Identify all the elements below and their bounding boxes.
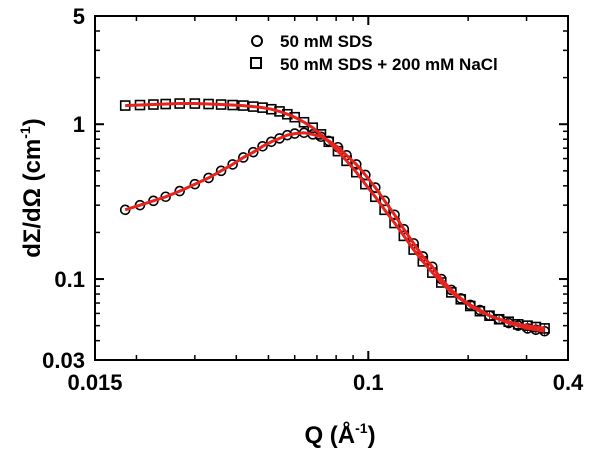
y-tick-label: 5 [73,4,85,29]
data-point-square [282,108,293,120]
data-point-circle [238,152,249,163]
y-tick-label: 0.1 [54,267,85,292]
legend-label-sds: 50 mM SDS [280,32,373,51]
legend-label-sds-nacl: 50 mM SDS + 200 mM NaCl [280,55,498,74]
data-point-square [323,136,335,148]
data-point-square [360,178,371,190]
x-axis-label: Q (Å-1) [304,420,375,449]
x-tick-label: 0.1 [353,370,384,395]
axes: 0.015 0.1 0.4 0.03 0.1 1 5 [42,4,584,395]
legend: 50 mM SDS 50 mM SDS + 200 mM NaCl [250,32,498,74]
y-tick-label: 0.03 [42,348,85,373]
x-tick-label: 0.015 [67,370,122,395]
fit-curve-sds [124,131,545,333]
y-tick-label: 1 [73,112,85,137]
data-point-square [455,293,467,305]
fit-curve-sds-nacl [125,102,545,330]
data-point-square [370,191,381,203]
data-point-circle [257,141,268,152]
data-point-circle [189,178,201,190]
data-point-square [307,122,319,133]
data-point-circle [174,185,185,197]
plot-area [119,98,550,337]
legend-marker-circle [251,35,263,47]
plot-frame [94,15,569,361]
data-point-circle [203,172,214,184]
x-tick-label: 0.4 [553,370,584,395]
data-point-circle [215,165,227,177]
data-point-square [350,166,362,178]
y-axis-label: dΣ/dΩ (cm-1) [17,118,46,257]
legend-marker-square [250,57,262,69]
data-point-square [379,204,390,216]
axis-titles: Q (Å-1) dΣ/dΩ (cm-1) [17,118,376,449]
data-point-square [298,116,310,128]
series-sds-nacl [119,98,550,334]
data-point-circle [247,146,259,158]
series-sds [119,127,550,337]
data-point-circle [227,159,238,170]
